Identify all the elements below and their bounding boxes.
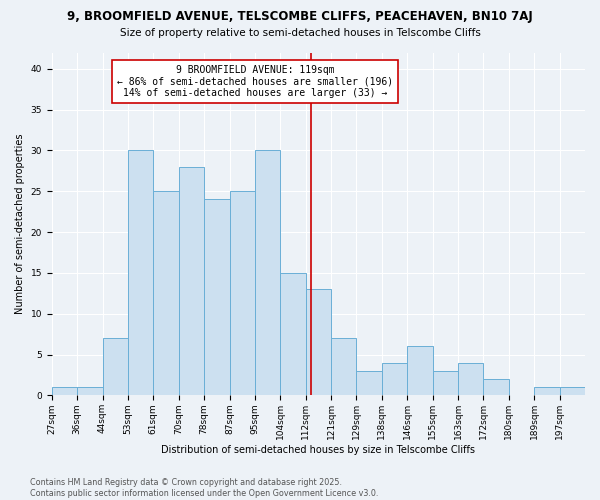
Bar: [204, 200, 230, 396]
Bar: [433, 371, 458, 396]
Bar: [356, 371, 382, 396]
Text: 9, BROOMFIELD AVENUE, TELSCOMBE CLIFFS, PEACEHAVEN, BN10 7AJ: 9, BROOMFIELD AVENUE, TELSCOMBE CLIFFS, …: [67, 10, 533, 23]
X-axis label: Distribution of semi-detached houses by size in Telscombe Cliffs: Distribution of semi-detached houses by …: [161, 445, 475, 455]
Bar: [484, 379, 509, 396]
Bar: [280, 273, 305, 396]
Bar: [382, 363, 407, 396]
Bar: [179, 167, 204, 396]
Text: Contains HM Land Registry data © Crown copyright and database right 2025.
Contai: Contains HM Land Registry data © Crown c…: [30, 478, 379, 498]
Text: 9 BROOMFIELD AVENUE: 119sqm
← 86% of semi-detached houses are smaller (196)
14% : 9 BROOMFIELD AVENUE: 119sqm ← 86% of sem…: [117, 64, 393, 98]
Bar: [305, 290, 331, 396]
Bar: [77, 388, 103, 396]
Bar: [103, 338, 128, 396]
Bar: [331, 338, 356, 396]
Bar: [52, 388, 77, 396]
Bar: [534, 388, 560, 396]
Bar: [560, 388, 585, 396]
Bar: [255, 150, 280, 396]
Bar: [154, 192, 179, 396]
Bar: [128, 150, 154, 396]
Bar: [407, 346, 433, 396]
Y-axis label: Number of semi-detached properties: Number of semi-detached properties: [15, 134, 25, 314]
Bar: [458, 363, 484, 396]
Text: Size of property relative to semi-detached houses in Telscombe Cliffs: Size of property relative to semi-detach…: [119, 28, 481, 38]
Bar: [230, 192, 255, 396]
